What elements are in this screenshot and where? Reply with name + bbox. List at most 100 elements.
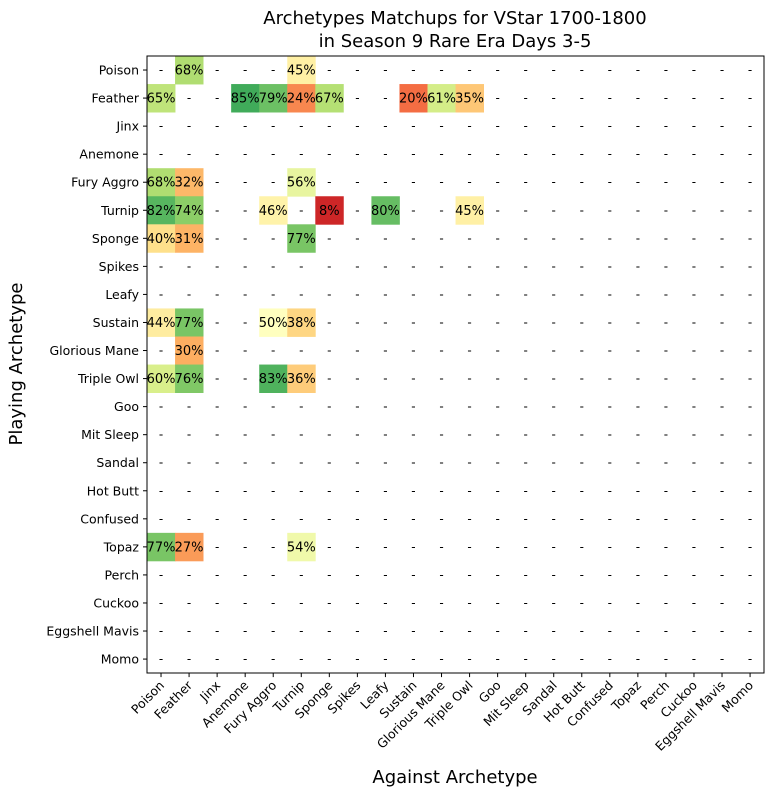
cell-empty-marker: - [580,147,584,161]
cell-empty-marker: - [495,287,499,301]
cell-empty-marker: - [271,63,275,77]
cell-value-label: 67% [315,92,344,107]
cell-empty-marker: - [411,652,415,666]
cell-empty-marker: - [411,540,415,554]
cell-empty-marker: - [636,119,640,133]
cell-empty-marker: - [243,203,247,217]
cell-empty-marker: - [524,428,528,442]
cell-empty-marker: - [467,287,471,301]
y-tick-label-sustain: Sustain [93,315,139,330]
cell-empty-marker: - [383,287,387,301]
heatmap-cell-turnip-vs-poison [147,196,176,225]
cell-empty-marker: - [467,175,471,189]
cell-empty-marker: - [524,259,528,273]
cell-empty-marker: - [187,456,191,470]
cell-empty-marker: - [383,175,387,189]
cell-empty-marker: - [355,596,359,610]
cell-empty-marker: - [748,91,752,105]
cell-empty-marker: - [524,63,528,77]
cell-empty-marker: - [327,652,331,666]
cell-empty-marker: - [411,63,415,77]
cell-empty-marker: - [748,568,752,582]
heatmap-cell-triple-owl-vs-fury-aggro [259,364,288,393]
cell-empty-marker: - [159,287,163,301]
cell-empty-marker: - [215,287,219,301]
cell-empty-marker: - [467,315,471,329]
cell-empty-marker: - [327,596,331,610]
cell-empty-marker: - [299,512,303,526]
cell-empty-marker: - [495,624,499,638]
y-tick-label-poison: Poison [99,63,139,78]
cell-empty-marker: - [439,428,443,442]
chart-title-line2: in Season 9 Rare Era Days 3-5 [319,31,592,52]
cell-empty-marker: - [692,287,696,301]
heatmap-cell-topaz-vs-poison [147,532,176,562]
cell-empty-marker: - [215,540,219,554]
cell-empty-marker: - [720,624,724,638]
cell-empty-marker: - [664,287,668,301]
cell-empty-marker: - [411,568,415,582]
cell-empty-marker: - [636,147,640,161]
cell-empty-marker: - [271,231,275,245]
cell-empty-marker: - [383,63,387,77]
cell-empty-marker: - [580,344,584,358]
cell-empty-marker: - [355,344,359,358]
cell-empty-marker: - [383,568,387,582]
cell-empty-marker: - [748,259,752,273]
cell-empty-marker: - [748,624,752,638]
cell-empty-marker: - [524,512,528,526]
cell-empty-marker: - [636,372,640,386]
cell-value-label: 68% [175,64,204,79]
cell-empty-marker: - [383,147,387,161]
cell-empty-marker: - [692,428,696,442]
cell-empty-marker: - [608,63,612,77]
cell-empty-marker: - [608,372,612,386]
cell-empty-marker: - [271,259,275,273]
cell-empty-marker: - [720,652,724,666]
cell-empty-marker: - [383,400,387,414]
cell-empty-marker: - [187,652,191,666]
heatmap-cell-triple-owl-vs-turnip [287,364,316,393]
cell-empty-marker: - [748,540,752,554]
cell-empty-marker: - [524,231,528,245]
cell-empty-marker: - [355,287,359,301]
cell-empty-marker: - [159,512,163,526]
cell-empty-marker: - [552,344,556,358]
cell-empty-marker: - [355,400,359,414]
cell-empty-marker: - [271,147,275,161]
cell-empty-marker: - [327,400,331,414]
cell-empty-marker: - [524,91,528,105]
x-tick-label-momo: Momo [719,678,757,716]
cell-empty-marker: - [552,231,556,245]
cell-empty-marker: - [692,203,696,217]
cell-empty-marker: - [299,203,303,217]
cell-empty-marker: - [748,512,752,526]
cell-empty-marker: - [467,456,471,470]
cell-empty-marker: - [608,596,612,610]
cell-empty-marker: - [355,119,359,133]
cell-empty-marker: - [495,203,499,217]
y-axis-ticks: Poison Feather Jinx Anemone Fury Aggro Turnip… [46,63,147,667]
cell-empty-marker: - [608,484,612,498]
heatmap-cell-feather-vs-poison [147,84,176,113]
cell-empty-marker: - [580,175,584,189]
heatmap-cell-topaz-vs-turnip [287,532,316,562]
cell-empty-marker: - [495,147,499,161]
cell-empty-marker: - [215,568,219,582]
cell-empty-marker: - [327,372,331,386]
cell-empty-marker: - [524,372,528,386]
y-tick-label-sponge: Sponge [92,231,139,246]
cell-empty-marker: - [439,287,443,301]
cell-empty-marker: - [636,175,640,189]
cell-empty-marker: - [608,344,612,358]
cell-empty-marker: - [495,400,499,414]
cell-value-label: 76% [175,372,204,387]
y-tick-label-leafy: Leafy [105,287,139,302]
cell-empty-marker: - [411,259,415,273]
y-tick-label-glorious-mane: Glorious Mane [49,343,139,358]
cell-empty-marker: - [187,119,191,133]
heatmap-cell-feather-vs-turnip [287,84,316,113]
cell-empty-marker: - [552,596,556,610]
cell-value-label: 36% [287,372,316,387]
cell-empty-marker: - [355,624,359,638]
